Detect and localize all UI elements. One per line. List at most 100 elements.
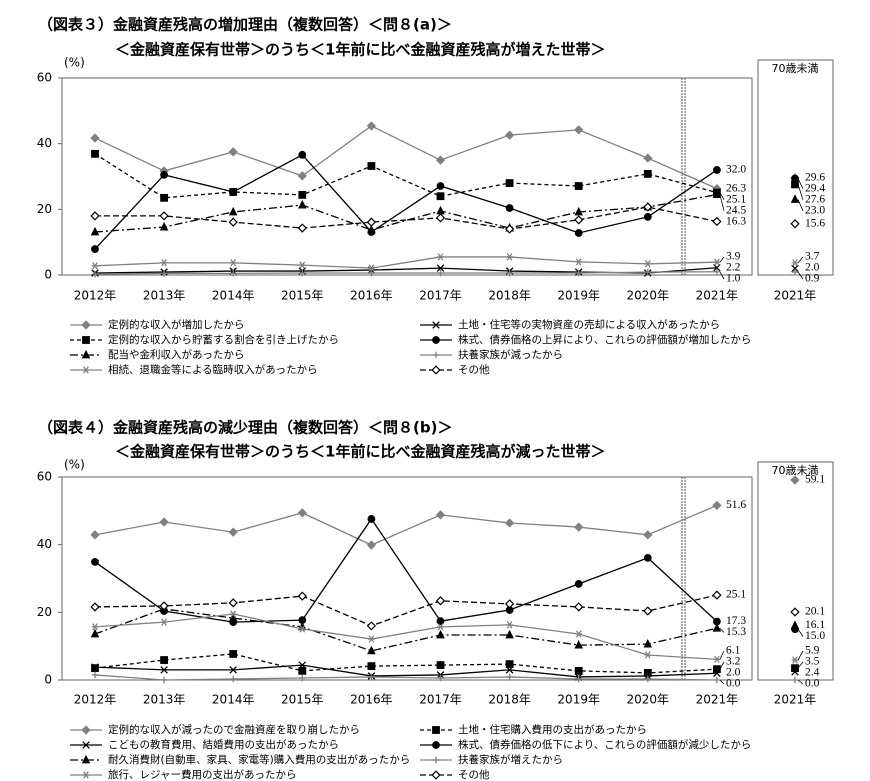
marker <box>160 170 169 179</box>
marker <box>298 150 307 159</box>
chart: （図表４）金融資産残高の減少理由（複数回答）＜問８(b)＞ ＜金融資産保有世帯＞の… <box>37 419 834 781</box>
marker <box>229 259 237 267</box>
side-title: 70歳未満 <box>772 464 819 477</box>
marker <box>436 182 445 190</box>
marker <box>713 264 721 272</box>
marker <box>643 606 653 616</box>
legend-marker <box>432 351 440 359</box>
value-label: 29.6 <box>805 171 825 183</box>
leader-line <box>719 679 725 685</box>
marker <box>297 591 307 601</box>
leader-line <box>797 271 804 280</box>
marker <box>435 155 446 165</box>
marker <box>229 650 238 658</box>
marker <box>504 599 515 609</box>
marker <box>712 623 722 632</box>
leader-line <box>719 194 725 211</box>
marker <box>506 269 513 277</box>
marker <box>368 635 375 643</box>
marker <box>506 621 513 629</box>
value-label: 3.7 <box>805 251 820 263</box>
x-tick-label: 2019年 <box>557 289 600 303</box>
series-line <box>94 154 718 250</box>
plot-frame <box>61 77 753 276</box>
marker <box>160 676 168 684</box>
marker <box>298 199 307 209</box>
marker <box>506 673 513 681</box>
leader-line <box>797 178 804 189</box>
marker <box>228 217 238 227</box>
value-label: 26.3 <box>726 182 746 194</box>
y-tick-label: 60 <box>37 470 52 484</box>
marker <box>91 149 99 158</box>
marker <box>713 669 721 677</box>
marker <box>575 258 582 266</box>
marker <box>713 258 721 266</box>
marker <box>91 558 99 566</box>
marker <box>297 508 307 518</box>
y-tick-label: 40 <box>37 537 52 551</box>
x-tick-label: 2016年 <box>350 289 393 303</box>
marker <box>299 261 306 269</box>
value-label: 20.1 <box>805 606 825 618</box>
marker <box>435 213 446 223</box>
legend-marker <box>81 349 91 359</box>
value-label: 3.5 <box>805 656 820 668</box>
value-label: 0.0 <box>726 678 741 690</box>
marker <box>228 147 238 157</box>
marker <box>574 602 584 612</box>
marker <box>504 518 515 528</box>
value-label: 51.6 <box>726 499 746 511</box>
marker <box>575 269 582 277</box>
chart-title: （図表３）金融資産残高の増加理由（複数回答）＜問８(a)＞ <box>38 16 452 34</box>
marker <box>436 192 445 201</box>
marker <box>90 530 100 540</box>
legend-marker <box>82 741 90 749</box>
marker <box>437 269 444 277</box>
marker <box>160 666 168 674</box>
legend-marker <box>81 725 91 735</box>
series-line <box>94 664 717 678</box>
marker <box>367 162 376 170</box>
y-axis-label: (%) <box>64 56 85 70</box>
value-label: 2.2 <box>726 262 741 274</box>
marker <box>90 211 100 221</box>
value-label: 29.4 <box>805 182 825 194</box>
marker <box>643 638 653 648</box>
marker <box>90 602 100 612</box>
leader-line <box>719 192 725 200</box>
marker <box>368 269 375 277</box>
marker <box>367 645 376 655</box>
marker <box>90 133 100 143</box>
legend-marker <box>82 336 90 344</box>
marker <box>790 194 800 203</box>
marker <box>367 662 376 671</box>
marker <box>791 656 799 664</box>
marker <box>575 630 582 638</box>
marker <box>228 598 238 608</box>
marker <box>713 166 721 174</box>
legend-label: 株式、債券価格の低下により、これらの評価額が減少したから <box>458 738 751 751</box>
marker <box>574 206 583 216</box>
value-label: 3.9 <box>726 251 741 263</box>
marker <box>368 673 375 681</box>
legend-label: 定例的な収入が減ったので金融資産を取り崩したから <box>108 723 360 736</box>
marker <box>298 661 307 669</box>
marker <box>367 515 376 523</box>
leader-line <box>797 199 804 211</box>
legend-label: 定例的な収入が増加したから <box>108 318 245 331</box>
x-tick-label: 2021年 <box>696 693 739 707</box>
x-tick-label: 2020年 <box>627 693 670 707</box>
marker <box>505 660 514 668</box>
x-tick-label: 2019年 <box>557 693 600 707</box>
side-frame <box>757 461 834 681</box>
marker <box>574 666 583 675</box>
series-line <box>94 193 718 233</box>
x-tick-label: 2012年 <box>74 693 117 707</box>
marker <box>712 590 722 600</box>
marker <box>644 651 652 659</box>
y-tick-label: 0 <box>44 268 52 282</box>
leader-line <box>797 629 804 637</box>
marker <box>91 663 99 671</box>
value-label: 5.9 <box>805 645 820 657</box>
